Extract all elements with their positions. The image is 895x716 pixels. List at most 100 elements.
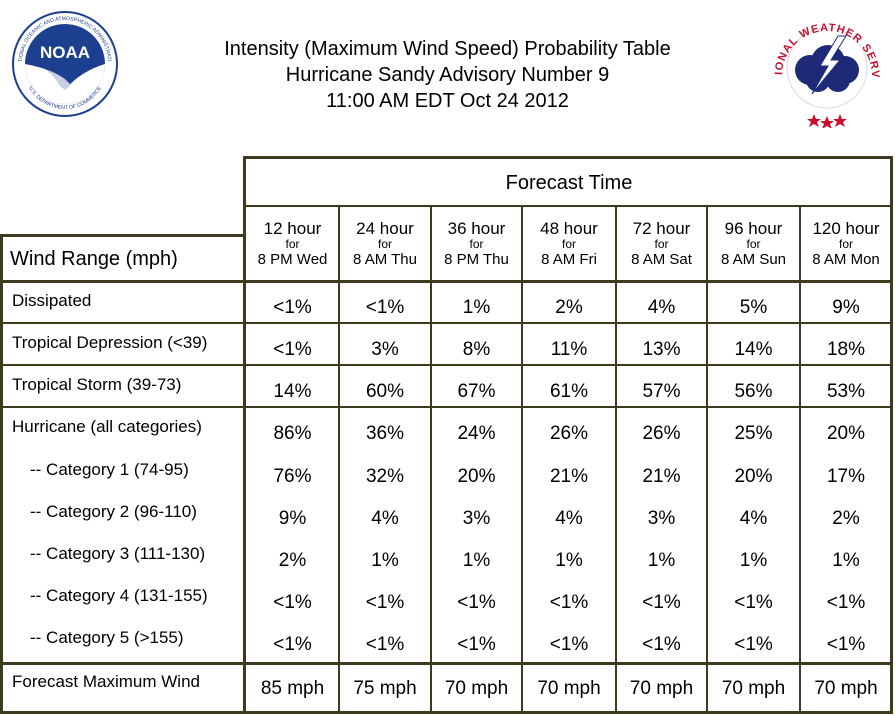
column-divider: [338, 207, 340, 714]
row-label: -- Category 2 (96-110): [30, 502, 197, 521]
nws-logo: NATIONAL WEATHER SERVICE: [768, 6, 880, 128]
table-cell: 32%: [365, 466, 405, 487]
table-cell: 1%: [462, 297, 491, 318]
column-header-5: 72 hour for 8 AM Sat: [616, 209, 707, 279]
row-label: Tropical Storm (39-73): [12, 375, 182, 394]
table-cell: 8%: [462, 339, 491, 360]
column-divider: [430, 207, 432, 714]
table-cell: 14%: [734, 339, 773, 360]
row-label: -- Category 3 (111-130): [30, 544, 206, 563]
table-cell: 4%: [739, 508, 768, 529]
wind-range-header: Wind Range (mph): [10, 247, 178, 270]
column-hour-label: 24 hour: [356, 219, 414, 238]
table-cell: 4%: [555, 508, 583, 529]
table-cell: <1%: [549, 634, 589, 655]
table-cell: 86%: [273, 423, 312, 444]
header-border-bottom: [0, 280, 893, 283]
noaa-logo: NOAA NATIONAL OCEANIC AND ATMOSPHERIC AD…: [10, 6, 118, 117]
column-hour-label: 36 hour: [447, 219, 506, 238]
row-label: Tropical Depression (<39): [12, 333, 208, 352]
table-cell: 53%: [826, 381, 866, 402]
table-cell: <1%: [365, 297, 405, 318]
row-divider: [0, 364, 893, 366]
column-hour-label: 96 hour: [724, 219, 783, 238]
column-header-4: 48 hour for 8 AM Fri: [522, 209, 616, 279]
table-cell: <1%: [273, 297, 312, 318]
table-cell: 3%: [647, 508, 676, 529]
table-cell: 13%: [642, 339, 681, 360]
noaa-logo-text: NOAA: [40, 43, 90, 62]
table-cell: 56%: [734, 381, 773, 402]
column-time-label: 8 AM Sun: [720, 251, 787, 268]
table-cell: <1%: [365, 592, 405, 613]
column-time-label: 8 AM Mon: [812, 251, 880, 268]
table-left-border: [0, 234, 3, 714]
column-for-label: for: [469, 237, 484, 251]
row-label: -- Category 1 (74-95): [30, 460, 189, 479]
table-cell: 4%: [647, 297, 676, 318]
table-cell: <1%: [457, 592, 496, 613]
table-cell: 1%: [832, 550, 860, 571]
table-cell: 36%: [365, 423, 405, 444]
table-cell: 60%: [365, 381, 405, 402]
table-cell: 1%: [739, 550, 768, 571]
table-cell: <1%: [642, 634, 681, 655]
column-time-label: 8 AM Thu: [353, 251, 417, 268]
table-cell: 2%: [832, 508, 860, 529]
table-cell: 67%: [457, 381, 496, 402]
table-cell: 61%: [549, 381, 589, 402]
title-line-3: 11:00 AM EDT Oct 24 2012: [326, 90, 569, 112]
column-time-label: 8 PM Wed: [257, 251, 328, 268]
table-cell: 1%: [371, 550, 399, 571]
table-border-bottom: [0, 711, 893, 714]
table-cell: 14%: [273, 381, 312, 402]
table-cell: 1%: [555, 550, 583, 571]
table-cell: 85 mph: [260, 678, 325, 699]
column-time-label: 8 PM Thu: [444, 251, 509, 268]
column-header-7: 120 hour for 8 AM Mon: [800, 209, 892, 279]
column-divider: [706, 207, 708, 714]
row-divider: [0, 406, 893, 408]
table-cell: 24%: [457, 423, 496, 444]
table-cell: 20%: [457, 466, 496, 487]
column-hour-label: 120 hour: [812, 219, 880, 238]
table-cell: 2%: [278, 550, 307, 571]
row-divider: [0, 662, 893, 665]
row-label: -- Category 4 (131-155): [30, 586, 208, 605]
column-divider: [615, 207, 617, 714]
row-divider: [0, 322, 893, 324]
column-header-3: 36 hour for 8 PM Thu: [431, 209, 522, 279]
column-hour-label: 12 hour: [263, 219, 322, 238]
table-cell: <1%: [365, 634, 405, 655]
table-cell: <1%: [826, 634, 866, 655]
table-cell: 76%: [273, 466, 312, 487]
table-cell: 26%: [549, 423, 589, 444]
table-cell: <1%: [273, 339, 312, 360]
column-header-2: 24 hour for 8 AM Thu: [339, 209, 431, 279]
wind-range-border-top: [0, 234, 245, 237]
title-line-2: Hurricane Sandy Advisory Number 9: [285, 64, 610, 86]
column-for-label: for: [561, 237, 576, 251]
table-cell: 70 mph: [814, 678, 878, 699]
row-label: Dissipated: [12, 291, 92, 310]
row-label: Hurricane (all categories): [12, 417, 202, 436]
table-cell: 70 mph: [721, 678, 786, 699]
table-cell: <1%: [273, 634, 312, 655]
table-cell: 70 mph: [444, 678, 509, 699]
table-cell: 9%: [832, 297, 860, 318]
table-cell: <1%: [826, 592, 866, 613]
table-cell: <1%: [549, 592, 589, 613]
table-cell: 1%: [462, 550, 491, 571]
forecast-time-header: Forecast Time: [505, 171, 633, 194]
column-time-label: 8 AM Sat: [631, 251, 692, 268]
row-label: Forecast Maximum Wind: [12, 672, 200, 691]
column-for-label: for: [377, 237, 392, 251]
column-divider: [799, 207, 801, 714]
row-label: -- Category 5 (>155): [30, 628, 184, 647]
forecast-time-border-bottom: [243, 205, 893, 207]
table-title: Intensity (Maximum Wind Speed) Probabili…: [190, 36, 705, 114]
table-cell: 17%: [826, 466, 866, 487]
table-cell: 20%: [734, 466, 773, 487]
table-cell: 3%: [371, 339, 399, 360]
